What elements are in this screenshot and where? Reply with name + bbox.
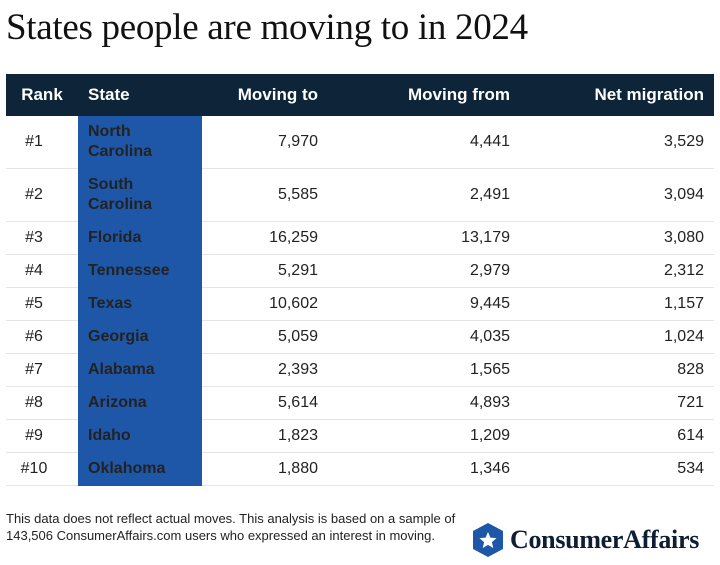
net-migration-cell: 534 [520,452,714,486]
moving-from-cell: 4,893 [328,386,520,420]
table-row: #7 Alabama 2,393 1,565 828 [6,353,714,387]
net-migration-cell: 828 [520,353,714,387]
brand-logo: ConsumerAffairs [472,522,699,558]
table-header: Rank State Moving to Moving from Net mig… [6,74,714,116]
state-cell: North Carolina [78,116,202,169]
table-row: #6 Georgia 5,059 4,035 1,024 [6,320,714,354]
net-migration-cell: 614 [520,419,714,453]
table-row: #9 Idaho 1,823 1,209 614 [6,419,714,453]
state-cell: Alabama [78,353,202,387]
rank-cell: #7 [6,353,78,387]
net-migration-cell: 3,094 [520,168,714,222]
moving-from-cell: 9,445 [328,287,520,321]
net-migration-cell: 3,080 [520,221,714,255]
rank-cell: #4 [6,254,78,288]
header-rank: Rank [6,74,78,116]
moving-to-cell: 10,602 [202,287,328,321]
moving-to-cell: 1,823 [202,419,328,453]
moving-to-cell: 1,880 [202,452,328,486]
star-shield-icon [473,523,503,557]
header-moving-to: Moving to [202,74,328,116]
state-cell: Idaho [78,419,202,453]
table-row: #5 Texas 10,602 9,445 1,157 [6,287,714,321]
table-row: #3 Florida 16,259 13,179 3,080 [6,221,714,255]
rank-cell: #1 [6,116,78,169]
moving-from-cell: 1,209 [328,419,520,453]
moving-from-cell: 4,441 [328,116,520,169]
moving-from-cell: 1,346 [328,452,520,486]
rank-cell: #3 [6,221,78,255]
net-migration-cell: 2,312 [520,254,714,288]
moving-from-cell: 4,035 [328,320,520,354]
state-cell: South Carolina [78,168,202,222]
moving-to-cell: 16,259 [202,221,328,255]
rank-cell: #8 [6,386,78,420]
state-cell: Florida [78,221,202,255]
table-row: #2 South Carolina 5,585 2,491 3,094 [6,168,714,222]
migration-table: Rank State Moving to Moving from Net mig… [6,74,714,486]
table-row: #10 Oklahoma 1,880 1,346 534 [6,452,714,486]
moving-to-cell: 5,291 [202,254,328,288]
rank-cell: #2 [6,168,78,222]
moving-to-cell: 5,614 [202,386,328,420]
moving-from-cell: 2,491 [328,168,520,222]
rank-cell: #9 [6,419,78,453]
net-migration-cell: 1,157 [520,287,714,321]
state-cell: Tennessee [78,254,202,288]
state-cell: Arizona [78,386,202,420]
table-body: #1 North Carolina 7,970 4,441 3,529 #2 South C… [6,116,714,486]
moving-to-cell: 7,970 [202,116,328,169]
state-cell: Oklahoma [78,452,202,486]
rank-cell: #5 [6,287,78,321]
net-migration-cell: 3,529 [520,116,714,169]
rank-cell: #6 [6,320,78,354]
moving-from-cell: 2,979 [328,254,520,288]
state-cell: Georgia [78,320,202,354]
header-moving-from: Moving from [328,74,520,116]
header-net-migration: Net migration [520,74,714,116]
net-migration-cell: 1,024 [520,320,714,354]
moving-from-cell: 13,179 [328,221,520,255]
moving-to-cell: 5,059 [202,320,328,354]
moving-from-cell: 1,565 [328,353,520,387]
header-state: State [78,74,202,116]
net-migration-cell: 721 [520,386,714,420]
moving-to-cell: 2,393 [202,353,328,387]
moving-to-cell: 5,585 [202,168,328,222]
footnote: This data does not reflect actual moves.… [6,511,456,543]
page-title: States people are moving to in 2024 [6,7,528,48]
rank-cell: #10 [6,452,78,486]
table-row: #8 Arizona 5,614 4,893 721 [6,386,714,420]
table-row: #4 Tennessee 5,291 2,979 2,312 [6,254,714,288]
brand-name: ConsumerAffairs [510,525,700,554]
table-row: #1 North Carolina 7,970 4,441 3,529 [6,116,714,169]
state-cell: Texas [78,287,202,321]
